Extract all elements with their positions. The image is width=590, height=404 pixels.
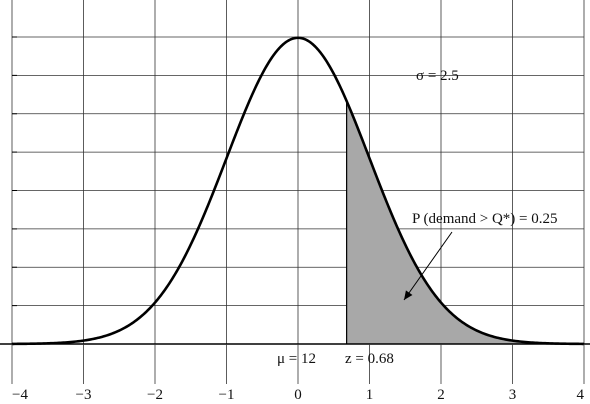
x-tick-label: 3 xyxy=(509,387,517,403)
annotation-arrowhead xyxy=(404,290,413,300)
x-tick-label: −1 xyxy=(219,387,235,403)
probability-annotation: P (demand > Q*) = 0.25 xyxy=(412,211,558,227)
z-label: z = 0.68 xyxy=(345,351,394,367)
shaded-tail-area xyxy=(346,101,584,344)
x-tick-label: 1 xyxy=(366,387,374,403)
x-tick-label: 0 xyxy=(294,387,302,403)
mu-label: μ = 12 xyxy=(277,351,316,367)
x-tick-label: 2 xyxy=(437,387,445,403)
annotation-arrow xyxy=(403,231,453,301)
x-tick-label: −2 xyxy=(147,387,163,403)
sigma-annotation: σ = 2.5 xyxy=(416,68,459,84)
x-tick-label: 4 xyxy=(577,387,585,403)
x-tick-label: −4 xyxy=(12,387,28,403)
x-axis-ticks: −4 −3 −2 −1 0 1 2 3 4 xyxy=(11,344,585,403)
grid xyxy=(11,0,585,344)
normal-curve-line xyxy=(11,36,585,346)
x-tick-label: −3 xyxy=(76,387,92,403)
